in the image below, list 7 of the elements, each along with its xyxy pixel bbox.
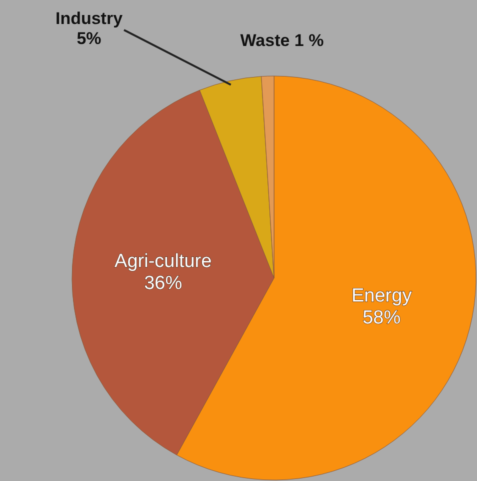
slice-label: Agri-culture — [114, 251, 212, 272]
slice-label: Industry — [55, 9, 124, 28]
slice-label: Energy — [352, 286, 412, 307]
data-label: 36% — [144, 273, 182, 294]
data-label: 58% — [362, 308, 401, 329]
data-label: 5% — [76, 29, 102, 48]
slice-label: Waste 1 % — [240, 31, 324, 50]
